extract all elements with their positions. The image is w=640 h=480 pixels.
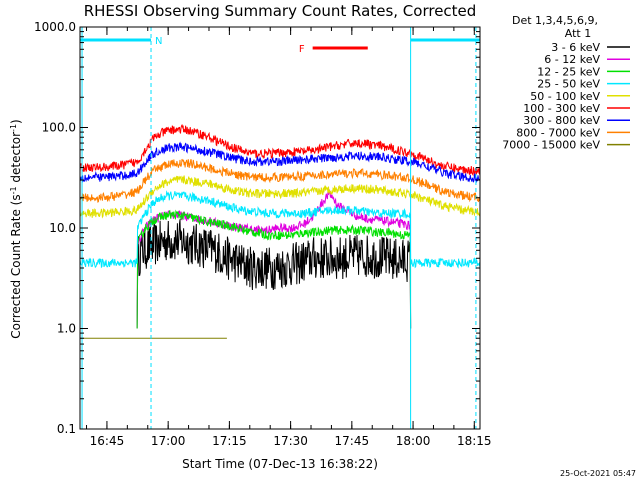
y-tick-label-3: 100.0 [42,121,76,135]
y-axis-label-mid: detector [9,132,23,187]
series-line-3 [79,190,480,269]
x-tick-label-5: 18:00 [396,434,431,448]
y-tick-label-1: 1.0 [57,322,76,336]
footer-date: 25-Oct-2021 05:47 [560,469,636,478]
y-tick-label-2: 10.0 [49,221,76,235]
svg-text:Corrected Count Rate (s-1 dete: Corrected Count Rate (s-1 detector-1) [9,119,24,338]
x-tick-label-3: 17:30 [273,434,308,448]
series-line-1 [136,189,412,329]
series-line-0 [136,219,412,329]
y-axis-label-sup-2: -1 [9,124,18,132]
y-axis-label-end: ) [9,119,23,124]
legend-label-5: 100 - 300 keV [523,102,600,115]
y-axis-label-sup-1: -1 [9,186,18,194]
y-tick-label-4: 1000.0 [34,20,76,34]
axis-ticks: 0.1 1.0 10.0 100.0 1000.0 16:45 17:00 17:15 17:3… [34,20,492,448]
y-axis-label-main: Corrected Count Rate (s [9,194,23,338]
series-line-5 [79,123,481,177]
annotation-label-0: N [155,36,162,47]
y-tick-label-0: 0.1 [57,422,76,436]
x-tick-label-6: 18:15 [457,434,492,448]
x-tick-label-1: 17:00 [151,434,186,448]
series-line-6 [79,141,481,183]
legend-label-7: 800 - 7000 keV [516,126,600,139]
legend-title-line-2: Att 1 [565,27,591,40]
x-tick-label-0: 16:45 [90,434,125,448]
legend-label-3: 25 - 50 keV [537,78,600,91]
series-line-7 [79,158,481,203]
legend-label-4: 50 - 100 keV [530,90,600,103]
y-axis-label: Corrected Count Rate (s-1 detector-1) [9,119,24,338]
x-tick-label-2: 17:15 [212,434,247,448]
x-tick-label-4: 17:45 [335,434,370,448]
series-line-4 [79,175,481,219]
legend-title-line-1: Det 1,3,4,5,6,9, [512,14,598,27]
legend-label-8: 7000 - 15000 keV [502,139,600,152]
legend-label-6: 300 - 800 keV [523,114,600,127]
chart-title: RHESSI Observing Summary Count Rates, Co… [84,2,477,20]
x-axis-label: Start Time (07-Dec-13 16:38:22) [182,457,378,471]
series-line-2 [136,209,412,329]
legend-label-0: 3 - 6 keV [551,41,600,54]
plot-frame [79,26,481,430]
legend-label-2: 12 - 25 keV [537,65,600,78]
annotation-label-2: F [299,44,305,55]
legend-label-1: 6 - 12 keV [544,53,600,66]
